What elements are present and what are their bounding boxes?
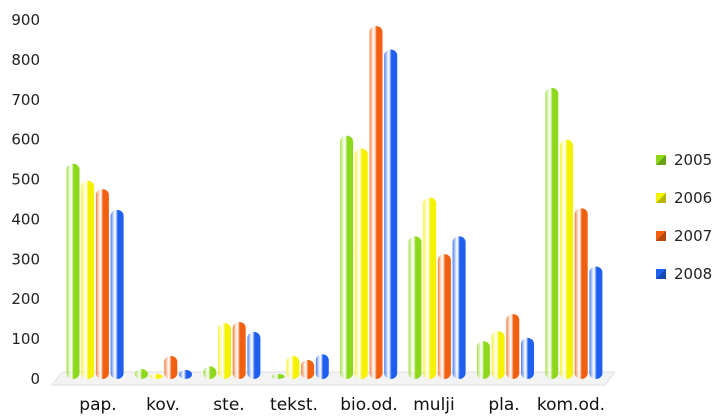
legend-label: 2006 [674,189,712,207]
bar-2007-0 [95,189,109,379]
y-tick-label: 500 [11,171,40,189]
x-tick-label: ste. [213,395,244,415]
bar-2007-6 [506,313,520,379]
bar-2007-5 [437,254,451,379]
bar-2008-6 [521,337,534,379]
y-tick-label: 600 [11,131,40,149]
bar-2006-4 [354,148,368,379]
bar-2007-4 [369,25,383,379]
bar-2008-3 [315,354,329,379]
y-tick-label: 900 [11,11,40,29]
y-tick-label: 200 [11,290,40,308]
x-tick-label: tekst. [270,395,318,415]
bar-2008-7 [589,266,603,379]
bar-2007-2 [232,321,246,379]
bar-2005-6 [476,341,490,379]
y-tick-label: 300 [11,250,40,268]
bar-2008-0 [110,209,124,379]
bar-2006-2 [218,323,231,379]
x-tick-label: kom.od. [537,395,605,415]
y-axis: 0 100 200 300 400 500 600 700 800 900 [11,11,40,388]
bar-2006-7 [560,139,573,379]
bar-2007-3 [301,359,315,379]
bar-2008-1 [179,369,192,379]
x-tick-label: mulji [413,395,455,415]
bar-2007-1 [164,355,178,379]
bar-2008-2 [247,331,261,379]
bar-2006-5 [423,197,437,379]
y-tick-label: 700 [11,91,40,109]
bar-2006-0 [81,180,95,379]
x-tick-label: pap. [79,395,116,415]
bar-2005-5 [408,236,422,379]
legend: 2005 2006 2007 2008 [656,151,712,283]
bar-2008-4 [384,49,398,380]
legend-swatch [656,269,666,279]
bar-2006-6 [491,331,505,379]
bar-2005-0 [66,163,80,379]
bar-2005-1 [134,369,148,379]
bar-2005-4 [340,135,354,379]
legend-swatch [656,193,666,203]
bar-2007-7 [574,208,588,379]
legend-label: 2008 [674,265,712,283]
bar-2005-2 [203,366,217,379]
bar-2006-1 [149,374,163,379]
legend-label: 2005 [674,151,712,169]
legend-label: 2007 [674,227,712,245]
bars [66,25,603,380]
y-tick-label: 0 [30,370,40,388]
bar-2006-3 [286,355,300,379]
bar-2005-3 [271,374,285,379]
y-tick-label: 800 [11,51,40,69]
x-tick-label: bio.od. [340,395,398,415]
bar-2005-7 [545,87,559,380]
x-tick-label: kov. [146,395,180,415]
x-tick-label: pla. [488,395,519,415]
x-axis: pap. kov. ste. tekst. bio.od. mulji pla. kom.od… [79,395,605,415]
y-tick-label: 100 [11,330,40,348]
bar-2008-5 [452,236,466,379]
legend-swatch [656,231,666,241]
legend-swatch [656,155,666,165]
y-tick-label: 400 [11,210,40,228]
